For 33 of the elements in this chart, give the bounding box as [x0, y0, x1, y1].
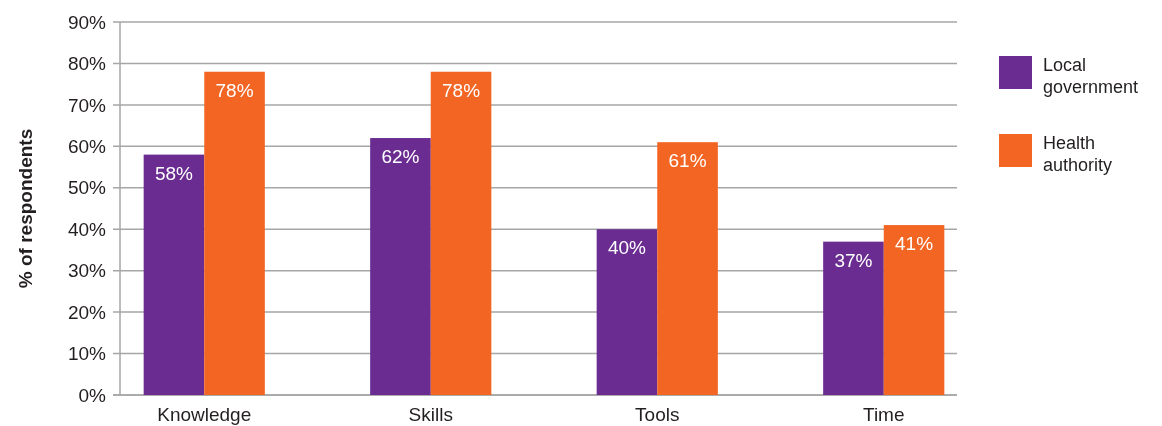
- bar: [430, 71, 492, 395]
- data-label: 78%: [215, 79, 254, 101]
- data-label: 37%: [834, 249, 873, 271]
- x-tick-label: Knowledge: [157, 404, 252, 425]
- x-tick-label: Tools: [635, 404, 680, 425]
- data-label: 61%: [668, 150, 707, 172]
- data-label: 62%: [381, 146, 420, 168]
- y-tick-label: 50%: [67, 177, 107, 199]
- y-tick-label: 60%: [67, 135, 107, 157]
- bar: [143, 154, 205, 395]
- data-label: 78%: [442, 79, 481, 101]
- y-tick-label: 80%: [67, 53, 107, 75]
- y-tick-label: 0%: [78, 384, 107, 406]
- legend-label: Health authority: [1043, 133, 1113, 175]
- data-label: 40%: [607, 237, 647, 259]
- y-tick-label: 30%: [67, 260, 107, 282]
- y-tick-label: 90%: [67, 11, 107, 33]
- y-tick-label: 10%: [67, 343, 107, 365]
- data-label: 58%: [154, 162, 194, 184]
- bar: [596, 229, 658, 395]
- y-tick-label: 40%: [67, 218, 107, 240]
- y-tick-label: 20%: [67, 301, 107, 323]
- y-axis-title: % of respondents: [15, 128, 36, 289]
- data-label: 41%: [895, 233, 934, 255]
- bar: [204, 71, 265, 395]
- bar: [657, 142, 718, 395]
- legend-label: Local government: [1043, 55, 1139, 97]
- x-tick-label: Time: [862, 404, 905, 425]
- bar: [370, 138, 431, 395]
- bar: [883, 225, 945, 395]
- bar: [823, 241, 884, 395]
- x-tick-label: Skills: [408, 404, 453, 425]
- y-tick-label: 70%: [67, 94, 107, 116]
